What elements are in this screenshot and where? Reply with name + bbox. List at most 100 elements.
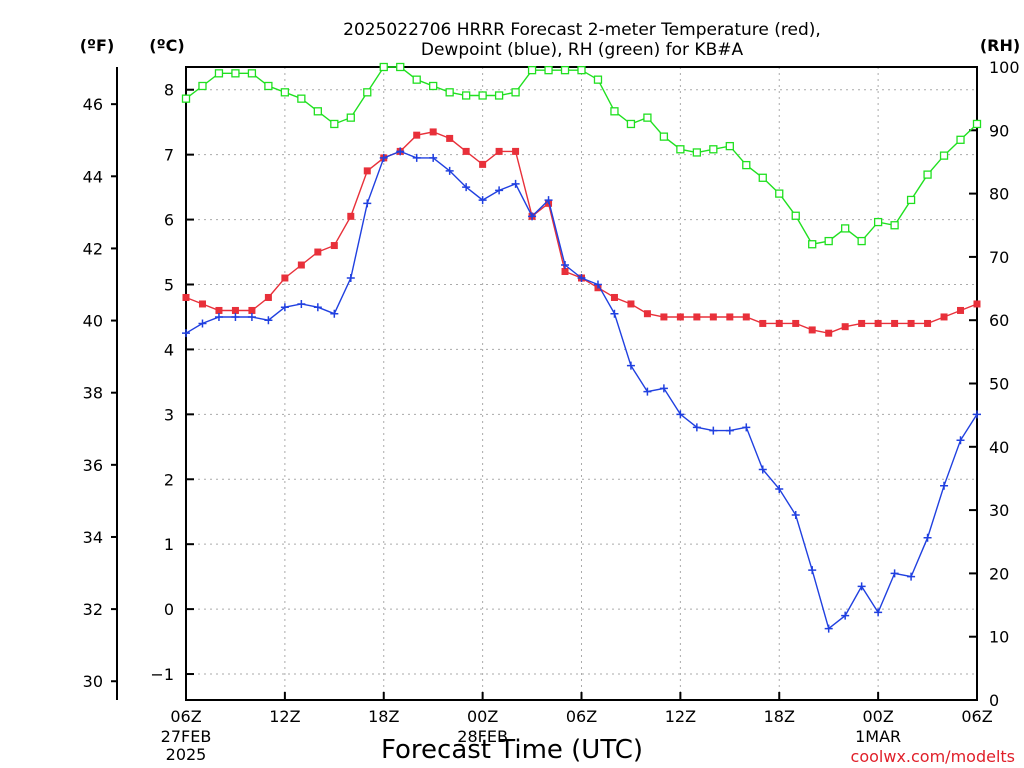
temperature-point: [248, 306, 256, 314]
x-tick-label: 18Z: [368, 707, 399, 726]
rh-point: [247, 69, 257, 78]
rh-tick-label: 80: [989, 185, 1009, 204]
temperature-point: [693, 313, 701, 321]
rh-point: [972, 119, 982, 129]
celsius-tick-label: 0: [164, 600, 174, 619]
rh-point: [890, 221, 899, 230]
dewpoint-point: [610, 309, 619, 318]
temperature-point: [643, 310, 651, 318]
rh-tick-label: 70: [989, 248, 1009, 267]
temperature-point: [215, 306, 223, 314]
rh-point: [412, 75, 421, 84]
rh-tick-label: 20: [989, 564, 1009, 583]
dewpoint-point: [725, 426, 734, 435]
temperature-point: [874, 319, 882, 327]
rh-point: [280, 88, 290, 97]
dewpoint-point: [330, 309, 339, 318]
rh-point: [494, 91, 504, 100]
rh-point: [659, 132, 669, 141]
celsius-tick-label: 5: [164, 275, 174, 294]
temperature-point: [264, 293, 272, 301]
temperature-point: [561, 268, 569, 276]
grid-layer: [186, 67, 977, 700]
rh-point: [824, 236, 833, 246]
temperature-point: [726, 313, 734, 321]
rh-point: [363, 88, 372, 97]
rh-point: [445, 88, 454, 97]
celsius-tick-label: 1: [164, 535, 174, 554]
rh-point: [511, 88, 520, 97]
rh-point: [297, 94, 306, 103]
fahrenheit-tick-label: 38: [83, 384, 103, 403]
x-axis-title: Forecast Time (UTC): [381, 735, 643, 765]
celsius-tick-label: 6: [164, 211, 174, 230]
rh-point: [461, 91, 471, 100]
rh-point: [742, 160, 751, 170]
temperature-line: [185, 131, 978, 334]
dewpoint-point: [742, 423, 751, 432]
rh-point: [956, 135, 965, 144]
rh-point: [544, 66, 553, 75]
dewpoint-line: [185, 150, 978, 630]
chart-title-line1: 2025022706 HRRR Forecast 2-meter Tempera…: [343, 20, 821, 40]
rh-point: [626, 119, 636, 129]
dewpoint-point: [923, 533, 932, 542]
dewpoint-point: [478, 196, 487, 205]
dewpoint-point: [363, 199, 372, 208]
dewpoint-point: [890, 569, 899, 578]
rh-point: [577, 66, 586, 75]
temperature-point: [610, 293, 618, 301]
temperature-point: [676, 313, 684, 321]
rh-point: [231, 69, 240, 78]
dewpoint-point: [182, 329, 190, 338]
dewpoint-point: [297, 299, 306, 308]
temperature-point: [973, 300, 981, 308]
rh-point: [923, 170, 932, 179]
dewpoint-point: [940, 481, 949, 490]
temperature-point: [742, 313, 750, 321]
x-tick-date-label: 2025: [166, 745, 207, 764]
rh-point: [346, 113, 355, 122]
dewpoint-point: [808, 566, 817, 575]
dewpoint-point: [346, 274, 355, 282]
x-tick-label: 06Z: [961, 707, 992, 726]
fahrenheit-tick-label: 32: [83, 600, 103, 619]
dewpoint-point: [758, 465, 767, 474]
x-tick-label: 06Z: [170, 707, 201, 726]
rh-tick-label: 40: [989, 438, 1009, 457]
dewpoint-point: [956, 436, 965, 445]
temperature-point: [479, 160, 487, 168]
fahrenheit-tick-label: 36: [83, 456, 103, 475]
rh-tick-label: 100: [989, 58, 1020, 77]
rh-tick-label: 10: [989, 628, 1009, 647]
celsius-tick-label: 3: [164, 405, 174, 424]
fahrenheit-tick-label: 30: [83, 672, 103, 691]
temperature-point: [940, 313, 948, 321]
plot-frame: [185, 66, 978, 701]
dewpoint-point: [824, 624, 833, 633]
temperature-point: [462, 147, 470, 155]
dewpoint-point: [973, 410, 981, 419]
temperature-point: [413, 131, 421, 139]
rh-point: [873, 217, 883, 227]
rh-point: [214, 69, 224, 78]
temperature-point: [281, 274, 289, 282]
dewpoint-point: [709, 426, 718, 435]
rh-unit-label: (RH): [980, 36, 1020, 55]
temperature-point: [924, 319, 932, 327]
x-tick-date-label: 28FEB: [457, 727, 508, 746]
rh-point: [330, 119, 339, 129]
dewpoint-point: [544, 196, 553, 205]
dewpoint-point: [511, 179, 520, 188]
fahrenheit-tick-label: 40: [83, 312, 103, 331]
x-tick-label: 18Z: [764, 707, 795, 726]
dewpoint-point: [214, 312, 223, 321]
dewpoint-point: [396, 147, 405, 156]
dewpoint-point: [857, 582, 866, 591]
dewpoint-point: [462, 183, 471, 192]
temperature-point: [891, 319, 899, 327]
temperature-point: [775, 319, 783, 327]
dewpoint-point: [643, 387, 652, 396]
temperature-point: [660, 313, 668, 321]
rh-tick-label: 0: [989, 691, 999, 710]
